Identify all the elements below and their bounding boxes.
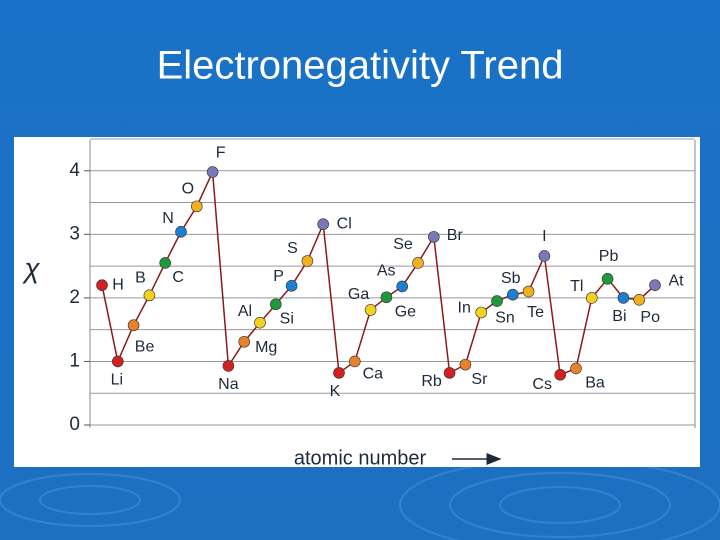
slide-title: Electronegativity Trend — [157, 44, 564, 88]
element-point — [191, 200, 203, 213]
element-label: Po — [640, 309, 660, 326]
element-label: S — [287, 240, 298, 257]
element-point — [570, 362, 582, 375]
element-point — [317, 218, 330, 230]
element-point — [285, 280, 298, 292]
element-label: Sb — [501, 270, 521, 287]
chart-area — [14, 137, 700, 467]
element-label: In — [458, 300, 471, 317]
element-point — [396, 280, 409, 293]
element-label: Se — [393, 236, 413, 253]
element-label: Ge — [395, 303, 416, 320]
element-point — [649, 279, 661, 291]
element-label: Ca — [363, 366, 384, 383]
x-axis-label: atomic number — [294, 447, 427, 469]
element-label: Br — [447, 227, 464, 244]
element-point — [633, 293, 646, 306]
element-point — [127, 319, 140, 332]
element-label: B — [135, 270, 146, 287]
element-point — [522, 285, 535, 298]
element-point — [443, 367, 456, 379]
element-label: I — [542, 228, 546, 245]
y-tick-label: 0 — [69, 414, 80, 435]
element-label: O — [182, 181, 194, 198]
y-tick-label: 2 — [69, 287, 80, 308]
element-point — [475, 306, 488, 319]
element-label: Al — [238, 303, 252, 320]
element-point — [380, 291, 393, 304]
element-label: F — [216, 144, 226, 161]
element-label: H — [112, 276, 124, 293]
element-point — [175, 225, 187, 238]
y-tick-label: 1 — [69, 350, 80, 371]
element-point — [238, 335, 250, 348]
element-point — [222, 360, 235, 372]
element-label: Ga — [348, 286, 369, 303]
element-point — [206, 166, 219, 178]
element-label: Cl — [337, 215, 352, 232]
element-label: Rb — [421, 373, 442, 390]
element-point — [427, 231, 440, 243]
element-label: Ba — [585, 375, 605, 392]
element-point — [617, 292, 630, 304]
element-label: Li — [111, 372, 123, 389]
element-label: Sr — [471, 371, 488, 388]
element-point — [112, 355, 124, 368]
element-label: Cs — [532, 376, 552, 393]
element-point — [554, 368, 567, 381]
element-label: P — [273, 268, 284, 285]
element-label: At — [668, 272, 684, 289]
element-label: Tl — [570, 278, 583, 295]
element-point — [506, 288, 519, 301]
element-point — [491, 295, 503, 307]
element-label: Sn — [495, 309, 515, 326]
element-label: N — [162, 210, 174, 227]
y-tick-label: 3 — [69, 223, 80, 244]
element-point — [601, 273, 614, 285]
element-point — [159, 257, 171, 269]
y-axis-label: χ — [21, 252, 40, 283]
element-label: Na — [218, 376, 239, 393]
element-label: Mg — [255, 339, 277, 356]
element-label: Te — [527, 304, 544, 321]
element-point — [254, 316, 266, 329]
element-point — [143, 289, 156, 302]
element-point — [96, 279, 108, 291]
element-label: As — [377, 263, 396, 280]
element-point — [412, 257, 424, 269]
element-point — [585, 292, 598, 304]
element-label: Be — [135, 338, 155, 355]
element-point — [348, 355, 361, 368]
element-point — [538, 250, 551, 262]
element-point — [269, 298, 282, 311]
y-tick-label: 4 — [69, 160, 80, 181]
element-point — [301, 255, 314, 267]
element-label: C — [172, 269, 184, 286]
element-point — [364, 304, 377, 316]
element-point — [333, 367, 345, 379]
element-point — [459, 358, 472, 371]
element-label: Pb — [599, 248, 619, 265]
element-label: Bi — [612, 308, 626, 325]
element-label: K — [330, 383, 341, 400]
element-label: Si — [280, 310, 294, 327]
